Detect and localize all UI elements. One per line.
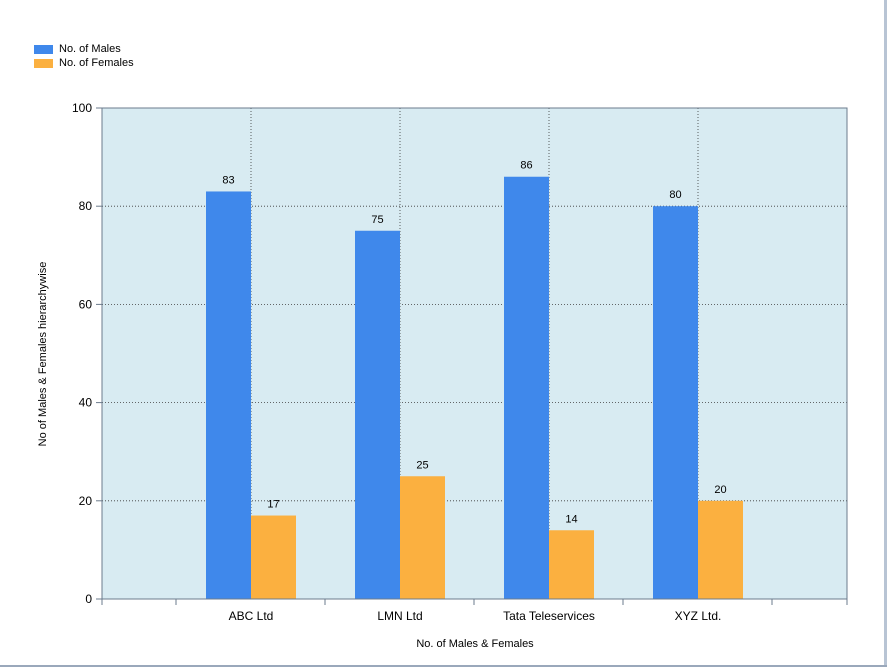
bar-females-0 <box>251 515 296 599</box>
y-tick-label-80: 80 <box>79 199 93 213</box>
data-label-females-2: 14 <box>565 513 577 525</box>
window-edge-bottom <box>0 665 887 667</box>
y-tick-label-40: 40 <box>79 396 93 410</box>
data-label-males-0: 83 <box>222 174 234 186</box>
y-tick-label-100: 100 <box>72 101 92 115</box>
data-labels: 83 75 86 80 17 25 14 20 <box>222 160 726 526</box>
x-tick-label-2: Tata Teleservices <box>503 609 595 623</box>
legend-swatch-males <box>34 44 53 54</box>
bar-females-3 <box>698 500 743 599</box>
y-axis-title: No of Males & Females hierarchywise <box>37 262 49 447</box>
data-label-males-3: 80 <box>669 189 681 201</box>
x-tick-label-0: ABC Ltd <box>229 609 274 623</box>
x-tick-label-1: LMN Ltd <box>377 609 422 623</box>
bars <box>206 176 743 600</box>
axes: 0 20 40 60 80 100 ABC Ltd LMN Ltd Tata Teleservi… <box>72 101 848 623</box>
legend-item-females: No. of Females <box>34 56 134 70</box>
bar-females-2 <box>549 530 594 599</box>
data-label-females-1: 25 <box>416 459 428 471</box>
y-tick-label-0: 0 <box>85 592 92 606</box>
x-tick-label-3: XYZ Ltd. <box>675 609 722 623</box>
legend: No. of Males No. of Females <box>34 42 134 70</box>
y-tick-label-60: 60 <box>79 297 93 311</box>
data-label-males-2: 86 <box>520 160 532 172</box>
x-axis-title: No. of Males & Females <box>416 638 534 650</box>
bar-males-2 <box>504 176 549 600</box>
legend-label-females: No. of Females <box>59 57 134 69</box>
bar-males-1 <box>355 230 400 599</box>
y-tick-label-20: 20 <box>79 494 93 508</box>
data-label-males-1: 75 <box>371 214 383 226</box>
window-edge-right <box>884 0 887 667</box>
data-label-females-3: 20 <box>714 484 726 496</box>
legend-swatch-females <box>34 58 53 68</box>
legend-item-males: No. of Males <box>34 42 134 56</box>
bar-males-3 <box>653 206 698 599</box>
data-label-females-0: 17 <box>267 499 279 511</box>
legend-label-males: No. of Males <box>59 43 121 55</box>
bar-males-0 <box>206 191 251 599</box>
bar-females-1 <box>400 476 445 599</box>
